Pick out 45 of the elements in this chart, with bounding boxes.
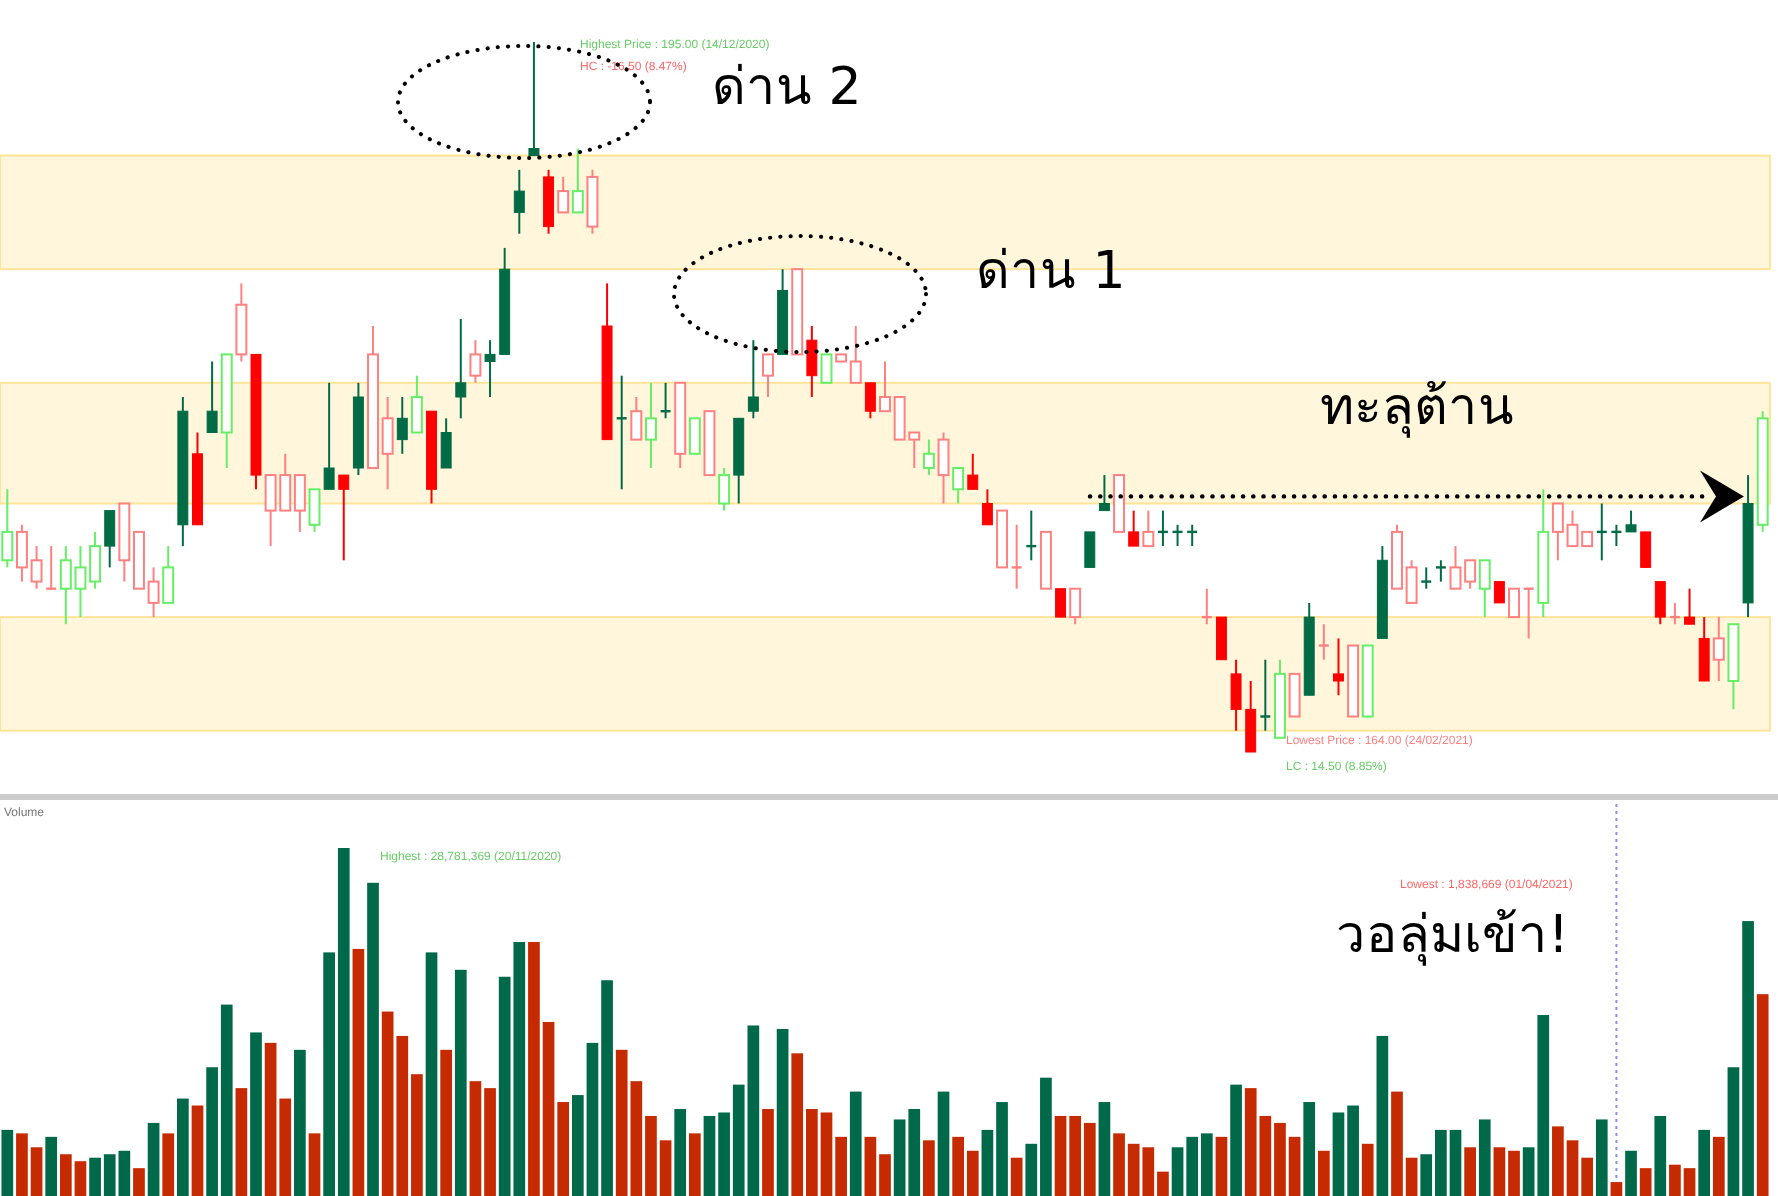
bar [1230,1084,1242,1196]
bar [191,1105,204,1196]
annotation: ด่าน 1 [976,242,1126,302]
bar [937,1091,950,1196]
bar [1361,1143,1374,1196]
bar [1654,1115,1667,1196]
bar [454,969,467,1196]
bar [147,1122,160,1196]
bar [1712,1136,1725,1196]
bar [162,1133,175,1196]
bar [1317,1150,1330,1196]
bar [425,952,438,1196]
bar [1698,1129,1711,1196]
bar [1478,1119,1491,1196]
bar [1098,1102,1111,1196]
bar [294,1049,306,1196]
bar [1464,1147,1476,1196]
bar [1010,1157,1023,1196]
bar [1639,1168,1652,1196]
bar [923,1140,935,1196]
bar [352,948,365,1196]
bar [235,1088,248,1196]
bar [45,1136,58,1196]
bar [1756,994,1769,1196]
annotation: ทะลุต้าน [1320,378,1514,438]
bar [1215,1136,1228,1196]
bar [1,1129,14,1196]
annotation: วอลุ่มเข้า! [1336,906,1569,966]
bar [440,1049,453,1196]
bar [1595,1119,1608,1196]
bar [308,1133,321,1196]
bar [762,1109,774,1196]
bar [674,1109,687,1196]
bar [1625,1150,1637,1196]
bar [133,1168,145,1196]
bar [849,1091,862,1196]
bar [688,1133,701,1196]
bar [1610,1182,1623,1196]
bar [250,1032,262,1196]
bar [1303,1102,1316,1196]
bar [1376,1035,1389,1196]
bar [367,882,379,1196]
bar [177,1098,189,1196]
bar [776,1028,789,1196]
annotation: ด่าน 2 [712,58,862,118]
